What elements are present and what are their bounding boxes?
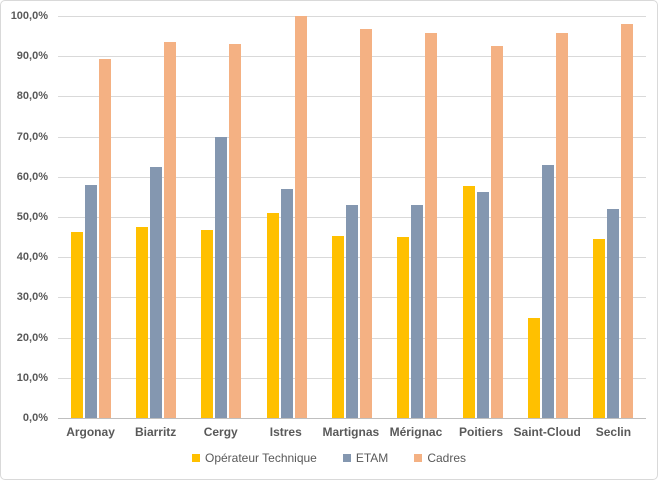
bar — [70, 232, 83, 418]
bar-group-biarritz — [123, 16, 188, 418]
bar — [345, 204, 358, 418]
legend-swatch-icon — [342, 454, 351, 462]
bar-group-istres — [254, 16, 319, 418]
x-category-label: Biarritz — [134, 425, 177, 439]
bar-group-seclin — [581, 16, 646, 418]
bar-group-martignas — [319, 16, 384, 418]
bar — [555, 32, 568, 418]
bar — [163, 42, 176, 418]
x-category-label: Argonay — [66, 425, 115, 439]
plot-area — [58, 16, 646, 419]
bar — [215, 136, 228, 418]
bar — [476, 191, 489, 418]
y-tick-label: 50,0% — [16, 211, 48, 223]
x-category-label: Poitiers — [459, 425, 504, 439]
gridline — [58, 96, 646, 98]
legend-label: Opérateur Technique — [205, 451, 317, 465]
legend-label: Cadres — [427, 451, 466, 465]
legend-swatch-icon — [414, 454, 423, 462]
x-category-label: Cergy — [203, 425, 238, 439]
legend: Opérateur Technique ETAM Cadres — [1, 451, 657, 465]
bar — [359, 29, 372, 418]
bar — [280, 188, 293, 418]
bar — [135, 226, 148, 418]
bar — [331, 235, 344, 418]
bar — [490, 46, 503, 418]
gridline — [58, 176, 646, 178]
y-tick-label: 90,0% — [16, 50, 48, 63]
bar-group-poitiers — [450, 16, 515, 418]
y-tick-label: 80,0% — [16, 90, 48, 103]
gridline — [58, 56, 646, 58]
y-tick-label: 70,0% — [16, 130, 48, 143]
bar — [593, 239, 606, 418]
x-category-label: Mérignac — [389, 425, 443, 439]
bar — [462, 186, 475, 418]
bar — [294, 16, 307, 418]
legend-item-etam: ETAM — [342, 451, 389, 465]
bar — [149, 166, 162, 418]
bar — [527, 317, 540, 418]
bar — [425, 32, 438, 418]
bar-group-cergy — [189, 16, 254, 418]
bar — [201, 229, 214, 418]
bar-group-argonay — [58, 16, 123, 418]
legend-item-op-rateur-technique: Opérateur Technique — [192, 451, 317, 465]
y-tick-label: 10,0% — [16, 371, 48, 384]
legend-item-cadres: Cadres — [414, 451, 466, 465]
bar — [607, 208, 620, 418]
bar — [84, 184, 97, 418]
bar-group-m-rignac — [385, 16, 450, 418]
bar — [266, 212, 279, 418]
y-tick-label: 100,0% — [10, 10, 48, 22]
legend-label: ETAM — [355, 451, 389, 465]
y-tick-label: 40,0% — [16, 251, 48, 264]
gridline — [58, 16, 646, 17]
y-axis: 100,0% 90,0% 80,0% 70,0% 60,0% 50,0% 40,0% 30,0… — [1, 10, 48, 424]
bar — [621, 24, 634, 418]
x-category-label: Saint-Cloud — [513, 425, 581, 439]
y-tick-label: 0,0% — [22, 412, 48, 424]
bar — [397, 236, 410, 418]
gridline — [58, 136, 646, 138]
bar — [98, 59, 111, 418]
bar-groups — [58, 16, 646, 418]
bar-group-saint-cloud — [515, 16, 580, 418]
x-category-label: Istres — [269, 425, 302, 439]
bar — [541, 164, 554, 418]
bar — [229, 44, 242, 418]
x-axis: Argonay Biarritz Cergy Istres Martignas Mérig… — [58, 425, 646, 439]
y-tick-label: 20,0% — [16, 331, 48, 344]
legend-swatch-icon — [192, 454, 200, 462]
bar — [411, 204, 424, 418]
y-tick-label: 30,0% — [16, 291, 48, 304]
y-tick-label: 60,0% — [16, 170, 48, 183]
x-category-label: Martignas — [322, 425, 380, 439]
x-category-label: Seclin — [595, 425, 632, 439]
